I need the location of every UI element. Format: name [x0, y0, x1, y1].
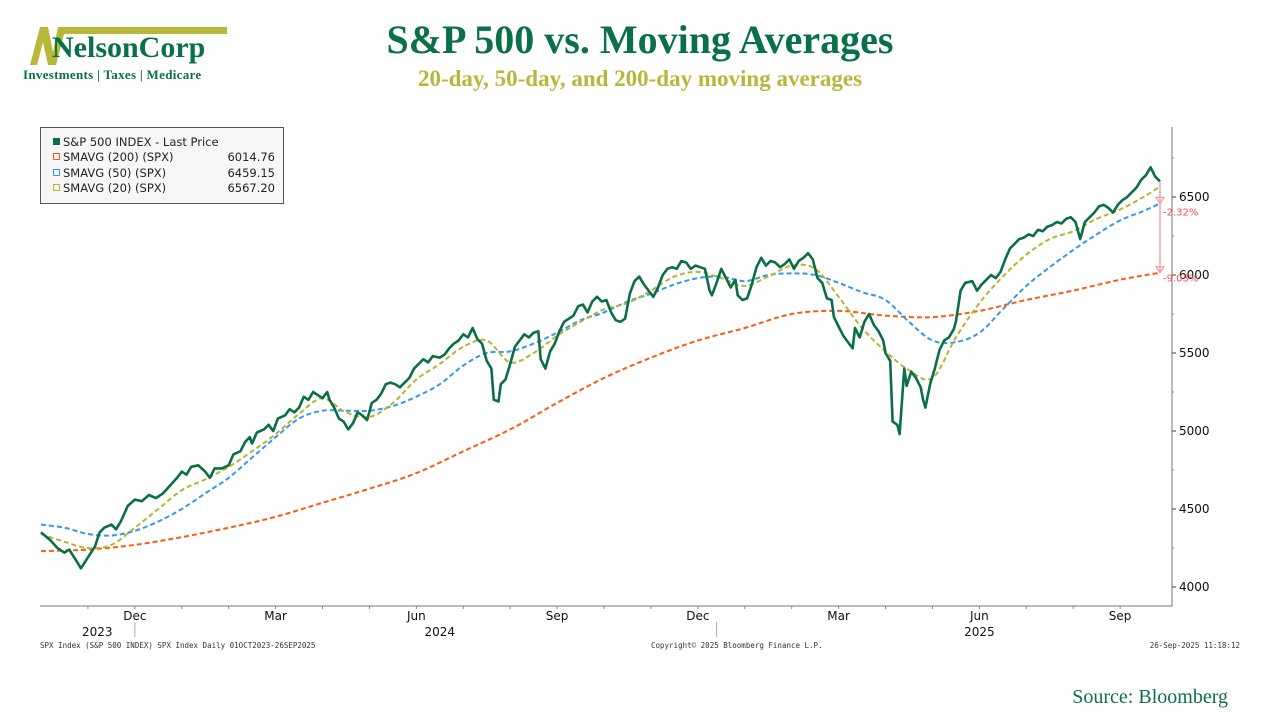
y-axis-ticks: 4000 4500 5000 5500 6000 6500	[1172, 157, 1210, 594]
y-tick-label: 5000	[1179, 424, 1210, 438]
price-line	[40, 166, 1161, 570]
logo-tagline: Investments | Taxes | Medicare	[23, 67, 202, 82]
x-tick-label: Dec	[686, 609, 709, 623]
legend-value: 6459.15	[227, 166, 275, 180]
legend-value: 6014.76	[227, 150, 275, 164]
legend-label: S&P 500 INDEX - Last Price	[63, 135, 219, 149]
x-tick-label: Jun	[969, 609, 989, 623]
x-tick-label: Sep	[546, 609, 569, 623]
x-year-label: 2025	[964, 625, 995, 639]
legend-value: 6567.20	[227, 181, 275, 195]
pct-to-sma50-label: -2.32%	[1163, 207, 1198, 218]
chart-title: S&P 500 vs. Moving Averages	[386, 17, 894, 62]
sma50-line	[40, 202, 1161, 537]
y-tick-label: 5500	[1179, 346, 1210, 360]
x-axis-ticks: Dec Mar Jun Sep Dec Mar Jun Sep 2023 2024 2025	[82, 606, 1131, 639]
footer-timestamp: 26-Sep-2025 11:18:12	[1150, 641, 1240, 650]
sma200-line	[40, 271, 1161, 553]
arrow-to-sma200-icon	[1155, 266, 1165, 274]
x-tick-label: Mar	[264, 609, 287, 623]
legend-label: SMAVG (20) (SPX)	[63, 181, 167, 195]
logo-n-glyph	[23, 27, 227, 65]
legend-label: SMAVG (50) (SPX)	[63, 166, 167, 180]
legend-swatch-sma200	[53, 153, 60, 160]
nelsoncorp-logo-mark	[23, 27, 227, 65]
arrow-to-sma50-icon	[1155, 196, 1165, 205]
chart-subtitle: 20-day, 50-day, and 200-day moving avera…	[417, 66, 863, 91]
legend-swatch-sma50	[53, 169, 60, 176]
legend-item-sma20: SMAVG (20) (SPX) 6567.20	[49, 181, 277, 196]
x-tick-label: Dec	[123, 609, 146, 623]
x-year-label: 2023	[82, 625, 113, 639]
legend-swatch-price	[53, 138, 60, 145]
footer-series-info: SPX Index (S&P 500 INDEX) SPX Index Dail…	[40, 641, 315, 650]
source-note: Source: Bloomberg	[1072, 686, 1228, 708]
y-tick-label: 4000	[1179, 580, 1210, 594]
legend-item-sma50: SMAVG (50) (SPX) 6459.15	[49, 166, 277, 181]
x-tick-label: Mar	[827, 609, 850, 623]
pct-to-sma200-label: -9.03%	[1163, 274, 1198, 285]
legend-swatch-sma20	[53, 184, 60, 191]
legend-item-price: S&P 500 INDEX - Last Price	[49, 135, 277, 150]
y-tick-label: 6500	[1179, 190, 1210, 204]
legend-label: SMAVG (200) (SPX)	[63, 150, 174, 164]
annotation-group: -2.32% -9.03%	[1155, 181, 1198, 285]
x-year-label: 2024	[425, 625, 456, 639]
series-group	[40, 166, 1161, 570]
sma20-line	[40, 185, 1161, 550]
x-tick-label: Jun	[406, 609, 426, 623]
x-tick-label: Sep	[1109, 609, 1132, 623]
y-tick-label: 4500	[1179, 502, 1210, 516]
legend-item-sma200: SMAVG (200) (SPX) 6014.76	[49, 150, 277, 165]
logo-name: NelsonCorp	[52, 31, 206, 64]
y-tick-label: 6000	[1179, 268, 1210, 282]
footer-copyright: Copyright© 2025 Bloomberg Finance L.P.	[651, 641, 823, 650]
legend: S&P 500 INDEX - Last Price SMAVG (200) (…	[40, 127, 284, 204]
